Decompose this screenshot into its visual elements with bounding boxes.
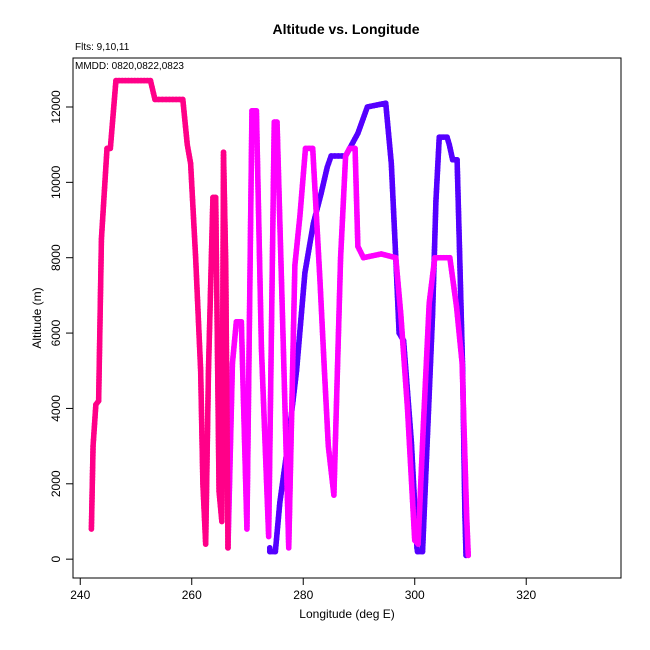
data-point	[249, 107, 255, 114]
x-axis: 240 260 280 300 320	[70, 577, 537, 602]
x-tick-label: 260	[182, 588, 202, 602]
y-tick-label: 8000	[49, 244, 63, 271]
chart-title: Altitude vs. Longitude	[273, 21, 420, 37]
series-layer	[88, 77, 472, 559]
y-tick-label: 12000	[49, 90, 63, 124]
y-tick-label: 10000	[49, 165, 63, 199]
data-point	[414, 548, 421, 555]
data-point	[449, 156, 456, 163]
x-tick-label: 280	[293, 588, 313, 602]
data-point	[225, 545, 231, 551]
flight-series-3	[88, 77, 231, 551]
x-tick-label: 300	[405, 588, 425, 602]
data-point	[346, 145, 353, 152]
data-point	[266, 548, 273, 555]
dates-annotation: MMDD: 0820,0822,0823	[75, 61, 184, 72]
x-tick-label: 320	[516, 588, 536, 602]
y-tick-label: 0	[49, 556, 63, 563]
y-axis: 0 2000 4000 6000 8000 10000 12000	[49, 90, 74, 563]
data-point	[436, 134, 443, 140]
flight-series-2	[225, 107, 472, 559]
flights-annotation: Flts: 9,10,11	[75, 42, 130, 53]
x-axis-label: Longitude (deg E)	[299, 607, 394, 621]
y-axis-label: Altitude (m)	[30, 287, 44, 348]
data-point	[465, 552, 472, 559]
data-point	[440, 134, 446, 140]
y-tick-label: 2000	[49, 470, 63, 497]
x-tick-label: 240	[70, 588, 90, 602]
y-tick-label: 4000	[49, 395, 63, 422]
data-point	[233, 318, 240, 325]
y-tick-label: 6000	[49, 319, 63, 346]
